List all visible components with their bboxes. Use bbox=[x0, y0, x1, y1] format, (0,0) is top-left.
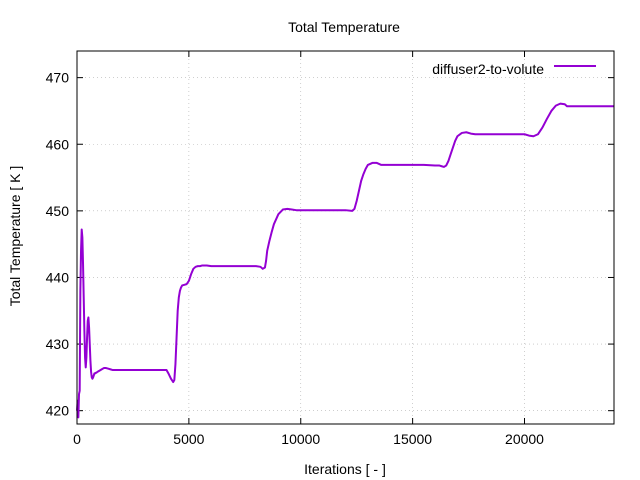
y-axis-label: Total Temperature [ K ] bbox=[7, 166, 23, 307]
y-tick-label: 440 bbox=[46, 269, 70, 285]
legend: diffuser2-to-volute bbox=[432, 61, 596, 77]
chart-title: Total Temperature bbox=[288, 19, 400, 35]
x-tick-label: 20000 bbox=[505, 431, 544, 447]
x-axis-label: Iterations [ - ] bbox=[304, 461, 386, 477]
axis-ticks: 0 5000 10000 15000 20000 420 430 440 450 460 470 bbox=[46, 51, 614, 447]
plot-frame bbox=[76, 50, 615, 425]
y-tick-label: 430 bbox=[46, 336, 70, 352]
x-tick-label: 15000 bbox=[393, 431, 432, 447]
x-tick-label: 0 bbox=[73, 431, 81, 447]
grid bbox=[77, 51, 614, 424]
x-tick-label: 10000 bbox=[281, 431, 320, 447]
series-layer bbox=[76, 102, 614, 419]
series-line bbox=[76, 102, 614, 419]
y-tick-label: 450 bbox=[46, 203, 70, 219]
y-tick-label: 470 bbox=[46, 70, 70, 86]
y-tick-label: 460 bbox=[46, 136, 70, 152]
legend-label: diffuser2-to-volute bbox=[432, 61, 544, 77]
x-tick-label: 5000 bbox=[173, 431, 204, 447]
y-tick-label: 420 bbox=[46, 403, 70, 419]
